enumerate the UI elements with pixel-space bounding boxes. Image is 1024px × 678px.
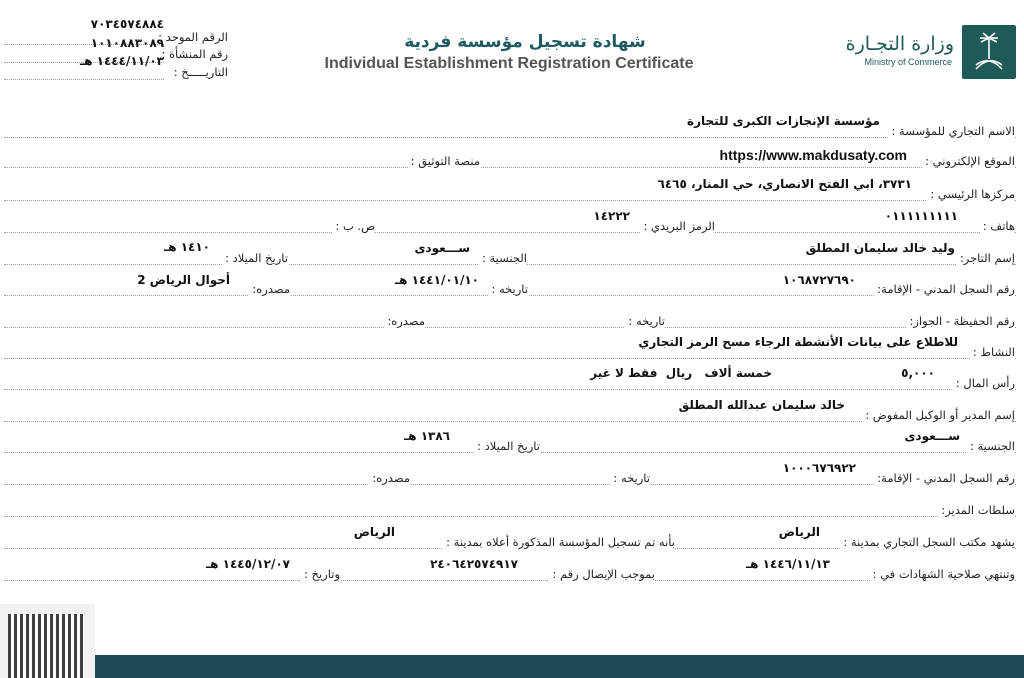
header-date: ١٤٤٤/١١/٠٣ هـ [80,54,164,68]
activity-label: النشاط : [969,345,1015,359]
civil-source: أحوال الرياض 2 [137,273,230,287]
civil-date-label: تاريخه : [488,282,528,296]
manager-civil-date-label: تاريخه : [610,471,650,485]
nationality: ســـعودى [414,241,470,255]
civil-id-label: رقم السجل المدني - الإقامة: [874,282,1015,296]
manager-civil-label: رقم السجل المدني - الإقامة: [874,471,1015,485]
expiry-date: ١٤٤٦/١١/١٣ هـ [746,557,830,571]
unified-number: ٧٠٣٤٥٧٤٨٨٤ [90,17,164,31]
establishment-number: ١٠١٠٨٨٣٠٨٩ [90,36,164,50]
title-arabic: شهادة تسجيل مؤسسة فردية [404,32,646,52]
merchant-name: وليد خالد سليمان المطلق [805,241,955,255]
receipt-number: ٢٤٠٦٤٢٥٧٤٩١٧ [430,557,518,571]
receipt-date: ١٤٤٥/١٢/٠٧ هـ [206,557,290,571]
manager-civil-id: ١٠٠٠٦٧٦٩٢٢ [782,461,856,475]
capital-in-words: خمسة ألاف ريال فقط لا غير [590,366,772,380]
passport-source-label: مصدره: [384,314,425,328]
palm-swords-emblem-icon [962,25,1016,79]
manager-powers-label: سلطات المدير: [938,503,1015,517]
office-city-label: يشهد مكتب السجل التجاري بمدينة : [840,535,1015,549]
manager-birth: ١٣٨٦ هـ [404,429,450,443]
manager-label: إسم المدير أو الوكيل المفوض : [862,408,1015,422]
date-label: التاريـــــخ : [170,65,228,79]
trade-name: مؤسسة الإنجازات الكبرى للتجارة [687,114,880,128]
capital-label: رأس المال : [952,376,1015,390]
office-city: الرياض [778,525,820,539]
manager-civil-source-label: مصدره: [369,471,410,485]
website-label: الموقع الإلكتروني : [922,154,1015,168]
postal-code: ١٤٢٢٢ [593,209,630,223]
hq-address: ٣٧٣١، ابي الفتح الانصاري، حي المنار، ٦٤٦… [657,177,912,191]
birth-label: تاريخ الميلاد : [222,251,288,265]
nationality-label: الجنسية : [478,251,527,265]
hq-label: مركزها الرئيسي : [927,187,1015,201]
manager-nationality-label: الجنسية : [966,439,1015,453]
pobox-label: ص. ب : [332,219,375,233]
manager-name: خالد سليمان عبدالله المطلق [678,398,845,412]
manager-birth-label: تاريخ الميلاد : [474,439,540,453]
birth-date: ١٤١٠ هـ [164,240,210,254]
ministry-name-ar: وزارة التجـارة [845,33,954,55]
footer-band [95,655,1024,678]
registered-city-label: بأنه تم تسجيل المؤسسة المذكورة أعلاه بمد… [443,535,675,549]
passport-label: رقم الحفيظة - الجواز: [906,314,1015,328]
civil-id: ١٠٦٨٧٢٧٦٩٠ [782,273,856,287]
civil-source-label: مصدره: [249,282,290,296]
merchant-label: إسم التاجر: [956,251,1015,265]
title-english: Individual Establishment Registration Ce… [324,55,694,72]
verification-platform-label: منصة التوثيق : [407,154,480,168]
phone: ٠١١١١١١١١١ [884,209,958,223]
capital-amount: ٥,٠٠٠ [901,366,935,380]
trade-name-label: الاسم التجاري للمؤسسة : [888,124,1015,138]
civil-date: ١٤٤١/٠١/١٠ هـ [395,273,479,287]
expiry-label: وتنتهي صلاحية الشهادات في : [869,567,1015,581]
receipt-label: بموجب الإيصال رقم : [549,567,655,581]
establishment-number-label: رقم المنشأة : [158,47,228,61]
qr-code-icon[interactable] [8,614,84,678]
manager-nationality: ســـعودى [904,429,960,443]
activity: للاطلاع على بيانات الأنشطة الرجاء مسح ال… [638,335,958,349]
postal-label: الرمز البريدي : [640,219,715,233]
receipt-date-label: وتاريخ : [301,567,340,581]
registered-city: الرياض [353,525,395,539]
website-link[interactable]: https://www.makdusaty.com [719,147,907,163]
ministry-name-en: Ministry of Commerce [864,57,952,67]
phone-label: هاتف : [979,219,1015,233]
passport-date-label: تاريخه : [625,314,665,328]
unified-number-label: الرقم الموحد : [155,30,228,44]
